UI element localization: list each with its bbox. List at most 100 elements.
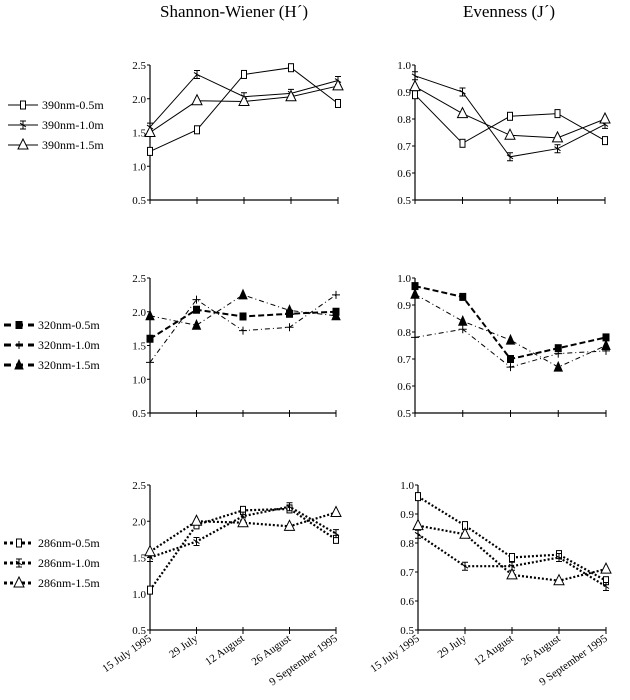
legend-item: 286nm-1.0m <box>4 556 100 570</box>
data-point <box>332 78 344 91</box>
data-point <box>241 69 247 79</box>
x-tick-label: 15 July 1995 <box>100 632 154 675</box>
data-point <box>601 339 611 350</box>
data-point <box>551 130 564 143</box>
legend-marker-icon <box>13 575 25 588</box>
legend-marker-icon <box>17 137 29 150</box>
data-point <box>239 312 247 321</box>
x-tick-label: 26 August <box>519 633 563 669</box>
legend-item: 320nm-1.0m <box>4 338 100 352</box>
data-point <box>458 325 467 334</box>
legend-label: 390nm-1.0m <box>42 118 104 132</box>
y-tick-label: 1.0 <box>132 374 146 386</box>
legend-item: 320nm-1.5m <box>4 358 100 372</box>
data-point <box>194 125 200 135</box>
data-point <box>191 93 203 106</box>
data-point <box>238 288 248 300</box>
data-point <box>459 87 466 97</box>
data-point <box>283 519 296 531</box>
x-tick-label: 15 July 1995 <box>368 632 422 675</box>
evenness-title: Evenness (J´) <box>463 2 556 21</box>
y-tick-label: 0.7 <box>400 567 414 579</box>
data-point <box>147 585 153 595</box>
data-point <box>288 63 294 73</box>
data-point <box>144 125 156 137</box>
data-point <box>285 89 297 102</box>
data-point <box>193 537 200 547</box>
chart-panel-middle-left: 0.5 1.0 1.5 2.0 2.5 320nm-0.5m 320nm-1.0m 320nm… <box>4 273 341 420</box>
data-point <box>410 287 420 299</box>
legend-label: 390nm-1.5m <box>42 138 104 152</box>
y-tick-label: 1.0 <box>132 589 146 601</box>
series-line <box>414 293 607 368</box>
chart-panel-top-right: 0.5 0.6 0.7 0.8 0.9 1.0 <box>397 60 611 207</box>
legend-item: 286nm-0.5m <box>4 536 100 550</box>
data-point <box>411 333 419 342</box>
y-tick-label: 0.5 <box>397 408 411 420</box>
y-tick-label: 0.7 <box>397 141 411 153</box>
y-tick-label: 0.8 <box>400 538 414 550</box>
data-point <box>284 304 295 315</box>
series-line <box>149 67 339 152</box>
data-point <box>414 529 422 539</box>
legend-label: 286nm-1.5m <box>38 576 100 590</box>
data-point <box>237 515 249 528</box>
data-point <box>553 360 564 372</box>
series-390nm-0.5m <box>147 63 341 156</box>
data-point <box>238 94 250 106</box>
data-point <box>147 146 153 156</box>
legend-marker-icon <box>19 120 27 130</box>
y-tick-label: 0.5 <box>132 625 146 637</box>
series-320nm-0.5m <box>411 282 610 363</box>
data-point <box>193 69 201 79</box>
data-point <box>331 309 341 321</box>
x-tick-label: 29 July <box>167 632 201 661</box>
data-point <box>506 567 518 580</box>
y-tick-label: 2.0 <box>132 307 146 319</box>
data-point <box>459 292 467 301</box>
series-line <box>149 511 337 553</box>
series-320nm-0.5m <box>146 305 340 343</box>
chart-panel-bottom-left: 0.5 1.0 1.5 2.0 2.5 15 July 1995 29 July 12 Aug… <box>4 480 342 688</box>
data-point <box>456 106 469 119</box>
x-tick-label: 29 July <box>436 632 470 661</box>
data-point <box>600 561 612 574</box>
series-286nm-1.0m <box>414 529 610 591</box>
series-line <box>417 533 607 588</box>
data-point <box>191 319 202 330</box>
data-point <box>461 561 469 571</box>
legend-marker-icon <box>16 538 22 548</box>
data-point <box>505 333 516 345</box>
data-point <box>412 518 424 531</box>
chart-panel-top-left: 0.5 1.0 1.5 2.0 2.5 390nm-0.5m 390nm-1.0m 390nm… <box>8 60 344 207</box>
data-point <box>555 553 563 562</box>
y-tick-label: 1.5 <box>132 553 146 565</box>
y-tick-label: 0.8 <box>397 114 411 126</box>
data-point <box>193 305 200 314</box>
y-tick-label: 1.0 <box>397 273 411 285</box>
y-tick-label: 2.5 <box>132 480 146 492</box>
y-tick-label: 0.9 <box>400 509 414 521</box>
data-point <box>332 290 340 299</box>
data-point <box>459 527 471 539</box>
series-390nm-1.5m <box>144 78 344 137</box>
legend-marker-icon <box>14 358 24 370</box>
data-point <box>415 492 421 502</box>
x-tick-label: 12 August <box>203 633 247 669</box>
series-390nm-1.0m <box>411 71 609 162</box>
data-point <box>506 363 515 372</box>
data-point <box>192 295 201 304</box>
data-point <box>507 111 513 121</box>
y-tick-label: 2.5 <box>132 273 146 285</box>
data-point <box>146 334 154 343</box>
legend-label: 320nm-1.0m <box>38 338 100 352</box>
y-tick-label: 2.5 <box>132 60 146 72</box>
data-point <box>554 144 561 154</box>
data-point <box>146 358 154 367</box>
chart-panel-middle-right: 0.5 0.6 0.7 0.8 0.9 1.0 <box>397 273 611 420</box>
series-line <box>414 285 607 361</box>
series-320nm-1.0m <box>146 290 340 367</box>
legend-label: 286nm-0.5m <box>38 536 100 550</box>
y-tick-label: 2.0 <box>132 516 146 528</box>
